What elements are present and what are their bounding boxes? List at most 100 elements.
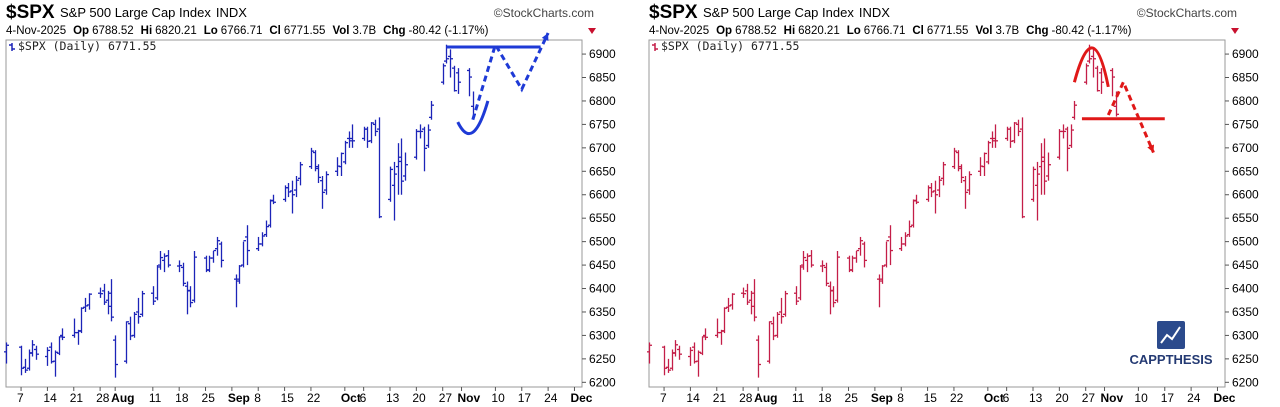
symbol-text: $SPX <box>649 2 698 23</box>
ohlc-bar <box>798 265 803 301</box>
legend: $SPX (Daily) 6771.55 <box>652 39 799 53</box>
ohlc-bar <box>158 251 163 270</box>
ohlc-bar <box>907 220 912 237</box>
y-tick-label: 6350 <box>1232 305 1259 319</box>
ohlc-bar <box>350 124 355 148</box>
ohlc-bar <box>696 350 701 377</box>
ohlc-bar <box>1012 122 1017 144</box>
ohlc-bar <box>140 290 145 317</box>
projected-path <box>1106 78 1155 154</box>
ohlc-bar <box>937 175 942 198</box>
x-tick-label: 11 <box>149 391 162 405</box>
ohlc-bar <box>1039 143 1044 195</box>
stat-label-chg: Chg <box>383 25 405 37</box>
stat-label-chg: Chg <box>1026 25 1048 37</box>
ohlc-bar <box>801 251 806 270</box>
x-tick-label: 10 <box>1134 391 1148 405</box>
ohlc-bar <box>1035 161 1040 221</box>
ohlc-bar <box>23 358 28 373</box>
y-tick-label: 6300 <box>1232 328 1259 342</box>
ohlc-bar <box>820 260 825 273</box>
projected-path <box>471 32 550 121</box>
ohlc-bar <box>990 131 995 148</box>
header-name: S&P 500 Large Cap Index INDX <box>60 5 247 20</box>
ohlc-bar <box>106 290 111 315</box>
ohlc-bar <box>986 140 991 165</box>
stat-value-op: 6788.52 <box>735 25 777 37</box>
ohlc-bar <box>1072 100 1077 120</box>
ohlc-bar <box>237 265 242 284</box>
exchange-text: INDX <box>216 5 247 20</box>
ohlc-bar <box>102 283 107 305</box>
plot-area <box>648 39 1226 388</box>
x-tick-label: Oct <box>341 391 361 405</box>
ohlc-bar <box>963 175 968 209</box>
y-tick-label: 6200 <box>1232 375 1259 389</box>
ohlc-bar <box>388 166 393 202</box>
x-tick-label: 18 <box>175 391 189 405</box>
ohlc-bar <box>877 274 882 308</box>
ohlc-bar <box>392 161 397 221</box>
x-tick-label: Oct <box>984 391 1004 405</box>
ohlc-bar <box>241 240 246 268</box>
stat-value-op: 6788.52 <box>92 25 134 37</box>
ohlc-bar <box>53 350 58 377</box>
y-tick-label: 6900 <box>1232 47 1259 61</box>
ohlc-bar <box>320 175 325 209</box>
ohlc-bar <box>1110 68 1115 97</box>
ohlc-bar <box>113 335 118 378</box>
ohlc-bar <box>271 194 276 205</box>
y-tick-label: 6850 <box>1232 71 1259 85</box>
ohlc-bar <box>219 241 224 268</box>
ohlc-bar <box>903 232 908 247</box>
date-text: 4-Nov-2025 <box>6 25 66 37</box>
y-tick-label: 6650 <box>1232 164 1259 178</box>
ohlc-bar <box>422 126 427 172</box>
y-axis: 6200 6250 6300 6350 6400 6450 6500 6550 6600 6650… <box>582 47 616 389</box>
y-tick-label: 6450 <box>589 258 616 272</box>
stat-label-vol: Vol <box>975 25 992 37</box>
ohlc-bar <box>722 307 727 334</box>
y-tick-label: 6600 <box>1232 188 1259 202</box>
stat-label-op: Op <box>716 25 732 37</box>
stat-label-lo: Lo <box>204 25 218 37</box>
index-name-text: S&P 500 Large Cap Index <box>703 5 854 20</box>
y-tick-label: 6650 <box>589 164 616 178</box>
plot-area <box>5 39 583 388</box>
x-tick-label: 25 <box>845 391 859 405</box>
x-tick-label: Aug <box>111 391 134 405</box>
projection-arrow-icon <box>541 32 549 41</box>
x-tick-label: Dec <box>1213 391 1235 405</box>
projection-arrow-icon <box>1147 144 1155 153</box>
ohlc-bar <box>880 265 885 284</box>
x-tick-label: 7 <box>17 391 24 405</box>
ohlc-bar <box>403 152 408 181</box>
ohlc-bar <box>132 311 137 338</box>
ohlc-bar <box>286 183 291 198</box>
x-tick-label: 18 <box>818 391 832 405</box>
price-chart-left: $SPX S&P 500 Large Cap Index INDX ©StockCha… <box>4 2 616 405</box>
ohlc-bar <box>647 342 652 364</box>
ohlc-bar <box>177 260 182 273</box>
ohlc-bar <box>316 164 321 184</box>
x-tick-label: 13 <box>386 391 400 405</box>
ohlc-bar <box>98 287 103 298</box>
ohlc-bar <box>914 194 919 205</box>
y-tick-label: 6800 <box>1232 94 1259 108</box>
top-arc <box>1072 46 1110 88</box>
logo-text: CAPPTHESIS <box>1129 352 1212 367</box>
ohlc-bar <box>456 68 461 94</box>
ohlc-bar <box>1091 49 1096 78</box>
x-tick-label: 20 <box>412 391 426 405</box>
x-tick-label: 27 <box>1082 391 1096 405</box>
stat-label-vol: Vol <box>332 25 349 37</box>
ohlc-bar <box>967 171 972 195</box>
x-tick-label: 25 <box>202 391 216 405</box>
ohlc-bar <box>45 347 50 366</box>
ohlc-bar <box>192 251 197 303</box>
stat-value-cl: 6771.55 <box>284 25 326 37</box>
ohlc-bar <box>929 183 934 198</box>
x-tick-label: 21 <box>70 391 84 405</box>
x-tick-label: 15 <box>924 391 938 405</box>
